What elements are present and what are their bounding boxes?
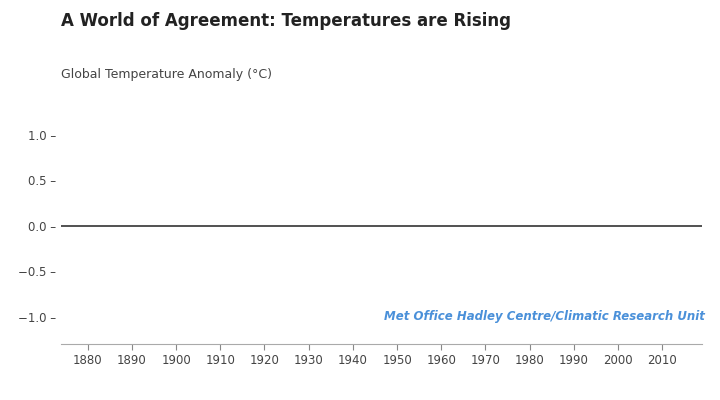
Text: Global Temperature Anomaly (°C): Global Temperature Anomaly (°C) — [61, 68, 272, 81]
Text: Met Office Hadley Centre/Climatic Research Unit: Met Office Hadley Centre/Climatic Resear… — [384, 310, 705, 323]
Text: A World of Agreement: Temperatures are Rising: A World of Agreement: Temperatures are R… — [61, 12, 511, 30]
